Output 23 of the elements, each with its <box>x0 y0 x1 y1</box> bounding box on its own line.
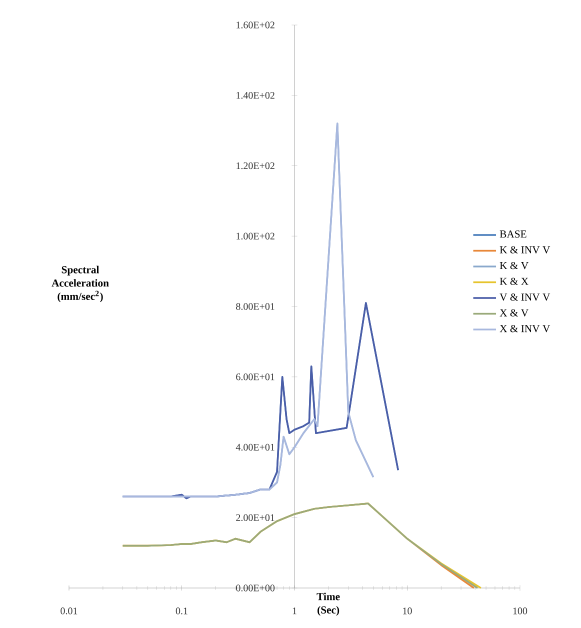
legend-label: V & INV V <box>500 293 550 301</box>
legend-label: X & V <box>500 309 528 316</box>
y-tick-label: 2.00E+01 <box>236 514 274 522</box>
x-tick-label: 100 <box>513 608 528 614</box>
y-tick-label: 4.00E+01 <box>236 444 274 451</box>
y-tick-label: 6.00E+01 <box>236 373 274 380</box>
y-tick-label: 8.00E+01 <box>236 303 274 310</box>
x-tick-label: 0.1 <box>176 608 188 614</box>
y-axis-title: Spectral Acceleration (mm/sec$^{2}$) <box>52 266 109 302</box>
x-tick-label: 0.01 <box>60 608 78 614</box>
legend-label: X & INV V <box>500 324 550 332</box>
legend-label: K & X <box>500 278 528 285</box>
y-tick-label: 1.00E+02 <box>236 232 274 240</box>
y-tick-label: 1.60E+02 <box>236 22 274 28</box>
x-axis-title: Time (Sec) <box>316 592 340 616</box>
y-tick-label: 0.00E+00 <box>236 584 275 592</box>
legend-label: K & INV V <box>500 246 550 254</box>
y-tick-label: 1.20E+02 <box>236 162 274 170</box>
x-tick-label: 10 <box>403 608 412 614</box>
y-tick-label: 1.40E+02 <box>236 92 274 99</box>
legend-label: BASE <box>500 230 526 238</box>
legend-label: K & V <box>500 262 528 270</box>
x-tick-label: 1 <box>292 608 296 614</box>
